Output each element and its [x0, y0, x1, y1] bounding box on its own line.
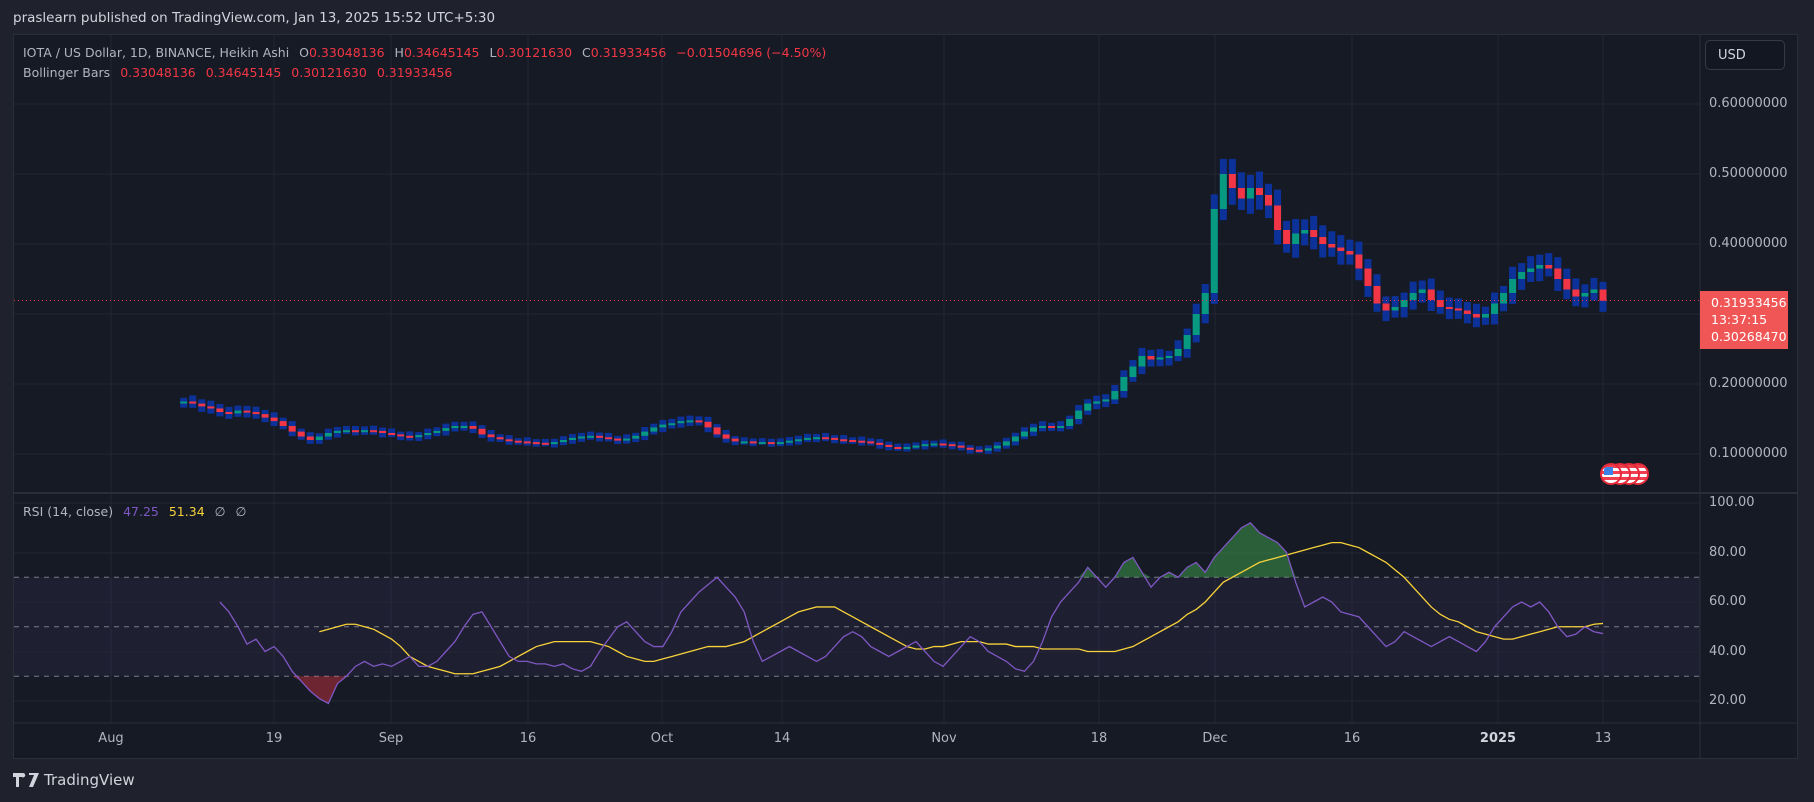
time-tick: 13	[1594, 731, 1612, 746]
low-label: L	[489, 45, 497, 60]
symbol-title[interactable]: IOTA / US Dollar, 1D, BINANCE, Heikin As…	[23, 45, 290, 60]
us-flag-icon[interactable]	[1600, 463, 1622, 485]
time-tick: 16	[1343, 731, 1361, 746]
time-tick: 16	[519, 731, 537, 746]
close-value: 0.31933456	[590, 45, 667, 60]
open-label: O	[299, 45, 309, 60]
indicator-name[interactable]: Bollinger Bars	[23, 65, 111, 80]
close-label: C	[582, 45, 591, 60]
time-tick: Nov	[931, 731, 957, 746]
tradingview-logo[interactable]: TradingView	[13, 771, 135, 789]
open-value: 0.33048136	[309, 45, 385, 60]
time-tick: Aug	[98, 731, 124, 746]
brand-name: TradingView	[44, 771, 135, 789]
indicator-value: 0.30121630	[291, 65, 367, 80]
rsi-empty-value: ∅	[235, 504, 247, 519]
rsi-tick: 80.00	[1709, 545, 1747, 560]
high-value: 0.34645145	[403, 45, 480, 60]
time-tick-year: 2025	[1479, 731, 1517, 746]
price-tick: 0.10000000	[1709, 446, 1788, 461]
tradingview-logo-icon	[13, 773, 39, 787]
time-tick: Oct	[650, 731, 674, 746]
change-value: −0.01504696 (−4.50%)	[676, 45, 827, 60]
indicator-value: 0.34645145	[205, 65, 282, 80]
indicator-value: 0.31933456	[376, 65, 453, 80]
time-tick: Sep	[378, 731, 404, 746]
indicator-value: 0.33048136	[120, 65, 196, 80]
price-tick: 0.40000000	[1709, 236, 1788, 251]
symbol-legend: IOTA / US Dollar, 1D, BINANCE, Heikin As…	[23, 45, 832, 60]
rsi-tick: 20.00	[1709, 693, 1747, 708]
rsi-tick: 100.00	[1709, 495, 1755, 510]
high-label: H	[394, 45, 404, 60]
time-tick: 18	[1090, 731, 1108, 746]
currency-selector[interactable]: USD	[1705, 40, 1785, 70]
time-tick: 14	[773, 731, 791, 746]
last-price-tag: 0.31933456 13:37:15 0.30268470	[1700, 291, 1788, 349]
published-header: praslearn published on TradingView.com, …	[13, 10, 496, 26]
time-tick: 19	[265, 731, 283, 746]
rsi-empty-value: ∅	[214, 504, 226, 519]
low-value: 0.30121630	[496, 45, 573, 60]
price-tick: 0.20000000	[1709, 376, 1788, 391]
bar-countdown: 13:37:15	[1711, 312, 1768, 327]
last-price: 0.31933456	[1711, 295, 1787, 310]
rsi-ma-value: 51.34	[168, 504, 205, 519]
time-tick: Dec	[1202, 731, 1228, 746]
rsi-title[interactable]: RSI (14, close)	[23, 504, 114, 519]
indicator-legend: Bollinger Bars 0.33048136 0.34645145 0.3…	[23, 65, 458, 80]
price-tick: 0.60000000	[1709, 96, 1788, 111]
rsi-tick: 40.00	[1709, 644, 1747, 659]
rsi-value: 47.25	[123, 504, 159, 519]
price-tick: 0.50000000	[1709, 166, 1788, 181]
rsi-tick: 60.00	[1709, 594, 1747, 609]
rsi-legend: RSI (14, close) 47.25 51.34 ∅ ∅	[23, 504, 252, 519]
secondary-price: 0.30268470	[1711, 329, 1787, 344]
